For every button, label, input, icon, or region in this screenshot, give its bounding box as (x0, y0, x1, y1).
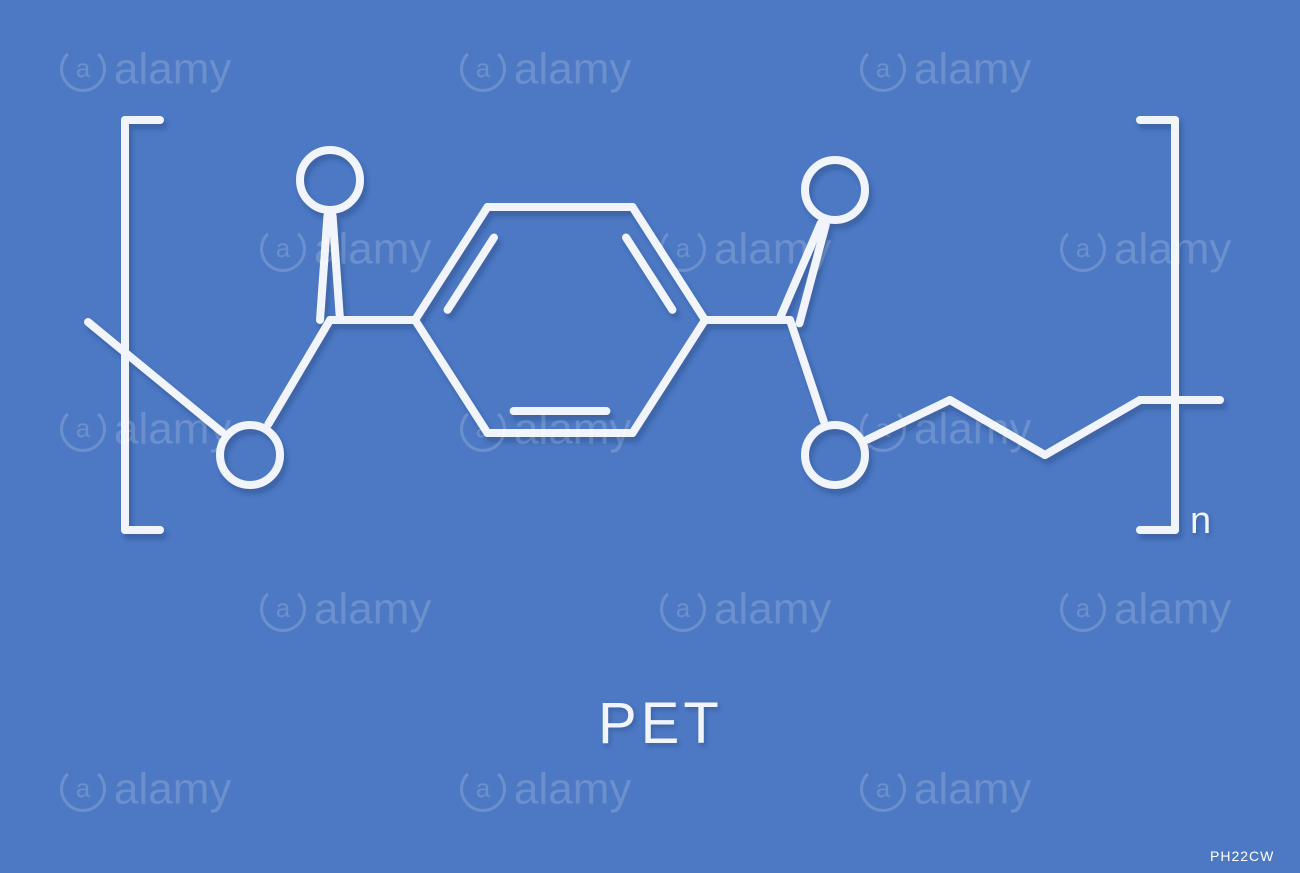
polymer-subscript: n (1190, 500, 1211, 543)
image-id: PH22CW (1210, 848, 1274, 864)
compound-label: PET (598, 690, 723, 757)
